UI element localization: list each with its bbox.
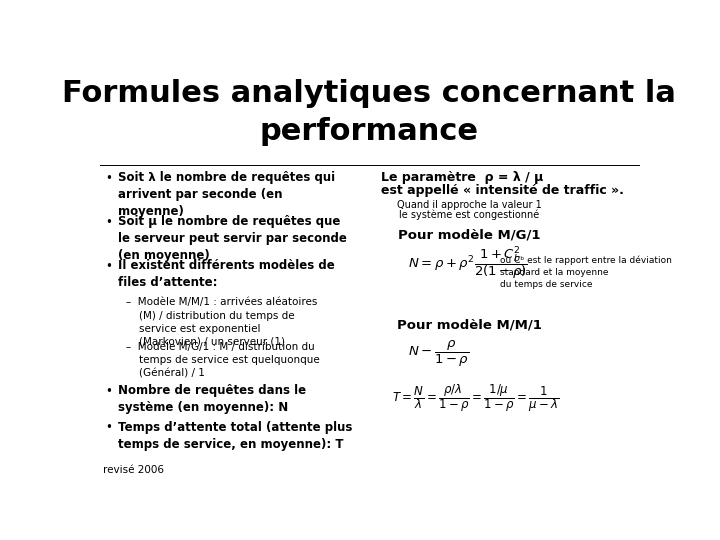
Text: Formules analytiques concernant la: Formules analytiques concernant la — [62, 79, 676, 107]
Text: •: • — [105, 421, 112, 434]
Text: •: • — [105, 215, 112, 229]
Text: Il existent différents modèles de
files d’attente:: Il existent différents modèles de files … — [118, 259, 335, 289]
Text: performance: performance — [259, 117, 479, 146]
Text: $N - \dfrac{\rho}{1-\rho}$: $N - \dfrac{\rho}{1-\rho}$ — [408, 339, 469, 369]
Text: le système est congestionné: le système est congestionné — [399, 210, 539, 220]
Text: revisé 2006: revisé 2006 — [102, 465, 163, 475]
Text: •: • — [105, 172, 112, 185]
Text: Nombre de requêtes dans le
système (en moyenne): N: Nombre de requêtes dans le système (en m… — [118, 384, 306, 414]
Text: Temps d’attente total (attente plus
temps de service, en moyenne): T: Temps d’attente total (attente plus temp… — [118, 421, 352, 450]
Text: est appellé « intensité de traffic ».: est appellé « intensité de traffic ». — [381, 184, 624, 197]
Text: Soit λ le nombre de requêtes qui
arrivent par seconde (en
moyenne): Soit λ le nombre de requêtes qui arriven… — [118, 171, 335, 218]
Text: $N = \rho + \rho^2 \dfrac{1+C_b^2}{2(1-\rho)}$: $N = \rho + \rho^2 \dfrac{1+C_b^2}{2(1-\… — [408, 245, 528, 282]
Text: $T = \dfrac{N}{\lambda} = \dfrac{\rho/\lambda}{1-\rho} = \dfrac{1/\mu}{1-\rho} =: $T = \dfrac{N}{\lambda} = \dfrac{\rho/\l… — [392, 383, 559, 415]
Text: •: • — [105, 260, 112, 273]
Text: Pour modèle M/M/1: Pour modèle M/M/1 — [397, 319, 541, 332]
Text: Le paramètre  ρ = λ / μ: Le paramètre ρ = λ / μ — [381, 171, 543, 184]
Text: Pour modèle M/G/1: Pour modèle M/G/1 — [398, 228, 540, 241]
Text: –  Modèle M/M/1 : arrivées aléatoires
    (M) / distribution du temps de
    ser: – Modèle M/M/1 : arrivées aléatoires (M)… — [126, 298, 317, 347]
Text: –  Modèle M/G/1 : M / distribution du
    temps de service est quelquonque
    (: – Modèle M/G/1 : M / distribution du tem… — [126, 342, 320, 379]
Text: Soit μ le nombre de requêtes que
le serveur peut servir par seconde
(en moyenne): Soit μ le nombre de requêtes que le serv… — [118, 215, 347, 262]
Text: Quand il approche la valeur 1: Quand il approche la valeur 1 — [397, 200, 541, 210]
Text: où Cᵇ est le rapport entre la déviation
standard et la moyenne
du temps de servi: où Cᵇ est le rapport entre la déviation … — [500, 256, 672, 289]
Text: •: • — [105, 385, 112, 398]
